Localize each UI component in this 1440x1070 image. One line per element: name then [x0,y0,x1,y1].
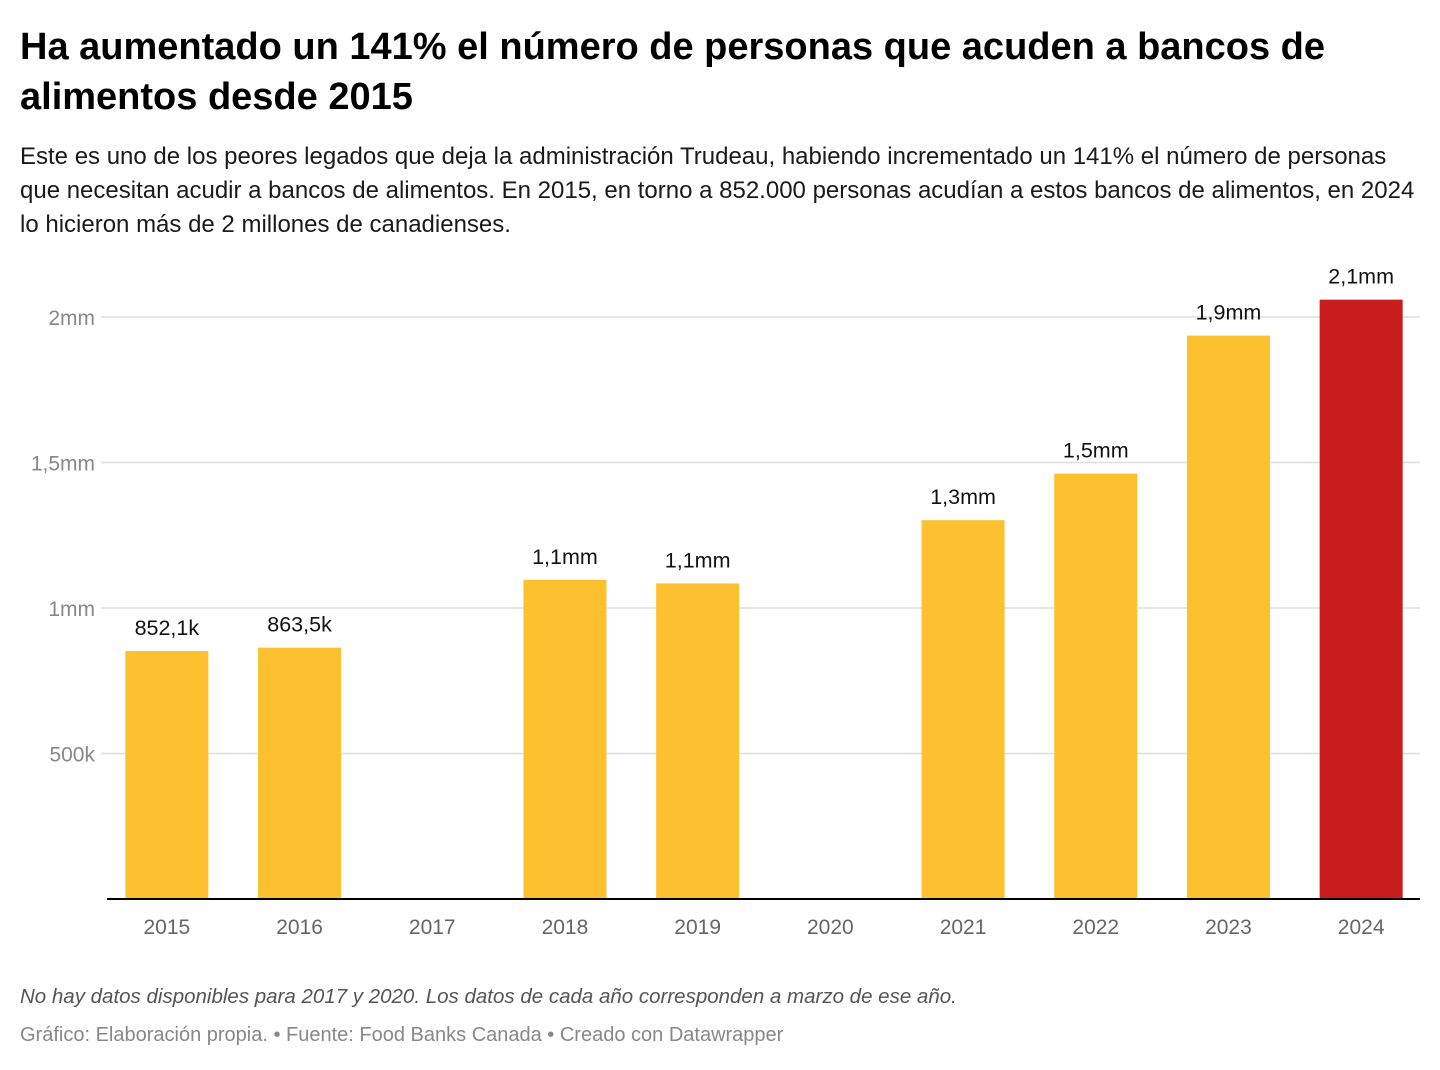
data-label-2015: 852,1k [135,616,200,640]
bar-2021 [921,520,1005,899]
x-tick-label-2019: 2019 [674,916,721,939]
chart-credit: Gráfico: Elaboración propia. • Fuente: F… [20,1024,784,1046]
bar-2019 [656,583,740,899]
x-tick-label-2023: 2023 [1205,916,1252,939]
chart-title: Ha aumentado un 141% el número de person… [20,26,1326,118]
chart-subtitle: Este es uno de los peores legados que de… [20,143,1415,238]
data-label-2016: 863,5k [267,613,332,637]
x-tick-label-2017: 2017 [409,916,456,939]
x-tick-label-2016: 2016 [276,916,323,939]
data-label-2023: 1,9mm [1196,301,1262,325]
bar-2018 [523,579,607,899]
bar-chart: 500k 1mm 1,5mm 2mm 852,1k 2015 863,5k 2016 2017 1… [0,250,1440,950]
data-label-2024: 2,1mm [1328,265,1394,289]
data-label-2019: 1,1mm [665,548,731,572]
bar-2024 [1319,299,1403,900]
bar-2016 [258,647,342,899]
x-tick-label-2024: 2024 [1338,916,1385,939]
data-label-2018: 1,1mm [532,545,598,569]
bar-2015 [125,651,209,899]
y-tick-label: 2mm [48,307,95,330]
bar-2023 [1186,335,1270,900]
y-tick-label: 1,5mm [31,453,95,476]
data-label-2022: 1,5mm [1063,439,1129,463]
data-label-2021: 1,3mm [930,485,996,509]
y-tick-label: 500k [49,744,95,767]
x-tick-label-2018: 2018 [542,916,589,939]
x-tick-label-2015: 2015 [143,916,190,939]
bar-chart-svg: 500k 1mm 1,5mm 2mm 852,1k 2015 863,5k 2016 2017 1… [31,265,1420,939]
bar-2022 [1054,473,1138,899]
y-tick-label: 1mm [48,598,95,621]
chart-notes: No hay datos disponibles para 2017 y 202… [20,985,957,1008]
x-tick-label-2022: 2022 [1072,916,1119,939]
x-tick-label-2021: 2021 [940,916,987,939]
x-tick-label-2020: 2020 [807,916,854,939]
